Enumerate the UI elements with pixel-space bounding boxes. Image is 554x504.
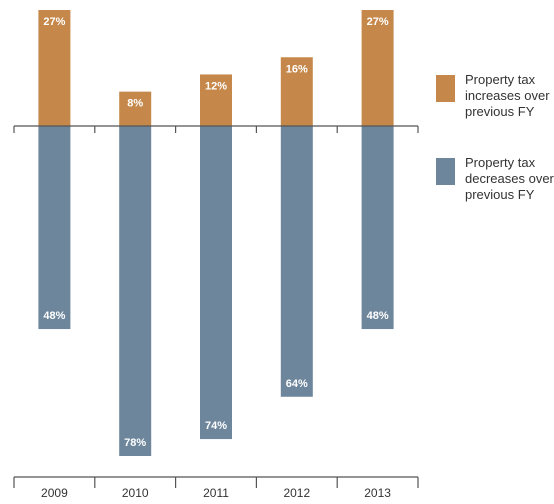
value-label-increase-2011: 12% bbox=[205, 80, 227, 92]
value-label-increase-2012: 16% bbox=[286, 63, 308, 75]
category-label-2012: 2012 bbox=[283, 486, 310, 500]
legend-swatch-decrease bbox=[436, 158, 455, 185]
bottom-ticks-group bbox=[13, 477, 419, 488]
category-label-2010: 2010 bbox=[122, 486, 149, 500]
legend-label-increase: Property tax increases over previous FY bbox=[465, 72, 550, 119]
bar-increase-2012 bbox=[280, 57, 313, 126]
bar-decrease-2009 bbox=[38, 126, 71, 330]
value-label-decrease-2011: 74% bbox=[205, 420, 227, 432]
baseline-ticks-group bbox=[13, 126, 419, 133]
value-label-decrease-2010: 78% bbox=[124, 437, 146, 449]
bar-decrease-2013 bbox=[361, 126, 394, 330]
legend-item-increase: Property tax increases over previous FY bbox=[436, 72, 554, 120]
legend-label-decrease: Property tax decreases over previous FY bbox=[465, 155, 554, 202]
value-label-increase-2009: 27% bbox=[43, 16, 65, 28]
bar-decrease-2010 bbox=[119, 126, 152, 456]
value-label-decrease-2012: 64% bbox=[286, 378, 308, 390]
category-label-2011: 2011 bbox=[203, 486, 229, 500]
value-labels-group: 27% 48% 8% 78% 12% 74% 16% 64% 27% 48% bbox=[43, 16, 388, 449]
bar-increase-2010 bbox=[119, 91, 152, 126]
bar-decrease-2012 bbox=[280, 126, 313, 397]
category-label-2009: 2009 bbox=[41, 486, 68, 500]
legend-swatch-increase bbox=[436, 75, 455, 102]
bar-increase-2011 bbox=[200, 74, 232, 126]
value-label-decrease-2009: 48% bbox=[43, 310, 65, 322]
bar-increase-2009 bbox=[38, 10, 71, 126]
legend-item-decrease: Property tax decreases over previous FY bbox=[436, 155, 554, 203]
bars-group bbox=[38, 10, 394, 456]
value-label-decrease-2013: 48% bbox=[367, 310, 389, 322]
bar-decrease-2011 bbox=[200, 126, 232, 440]
category-label-2013: 2013 bbox=[364, 486, 391, 500]
value-label-increase-2010: 8% bbox=[127, 98, 143, 110]
category-labels-group: 2009 2010 2011 2012 2013 bbox=[41, 486, 391, 500]
bar-increase-2013 bbox=[361, 10, 394, 126]
value-label-increase-2013: 27% bbox=[367, 16, 389, 28]
